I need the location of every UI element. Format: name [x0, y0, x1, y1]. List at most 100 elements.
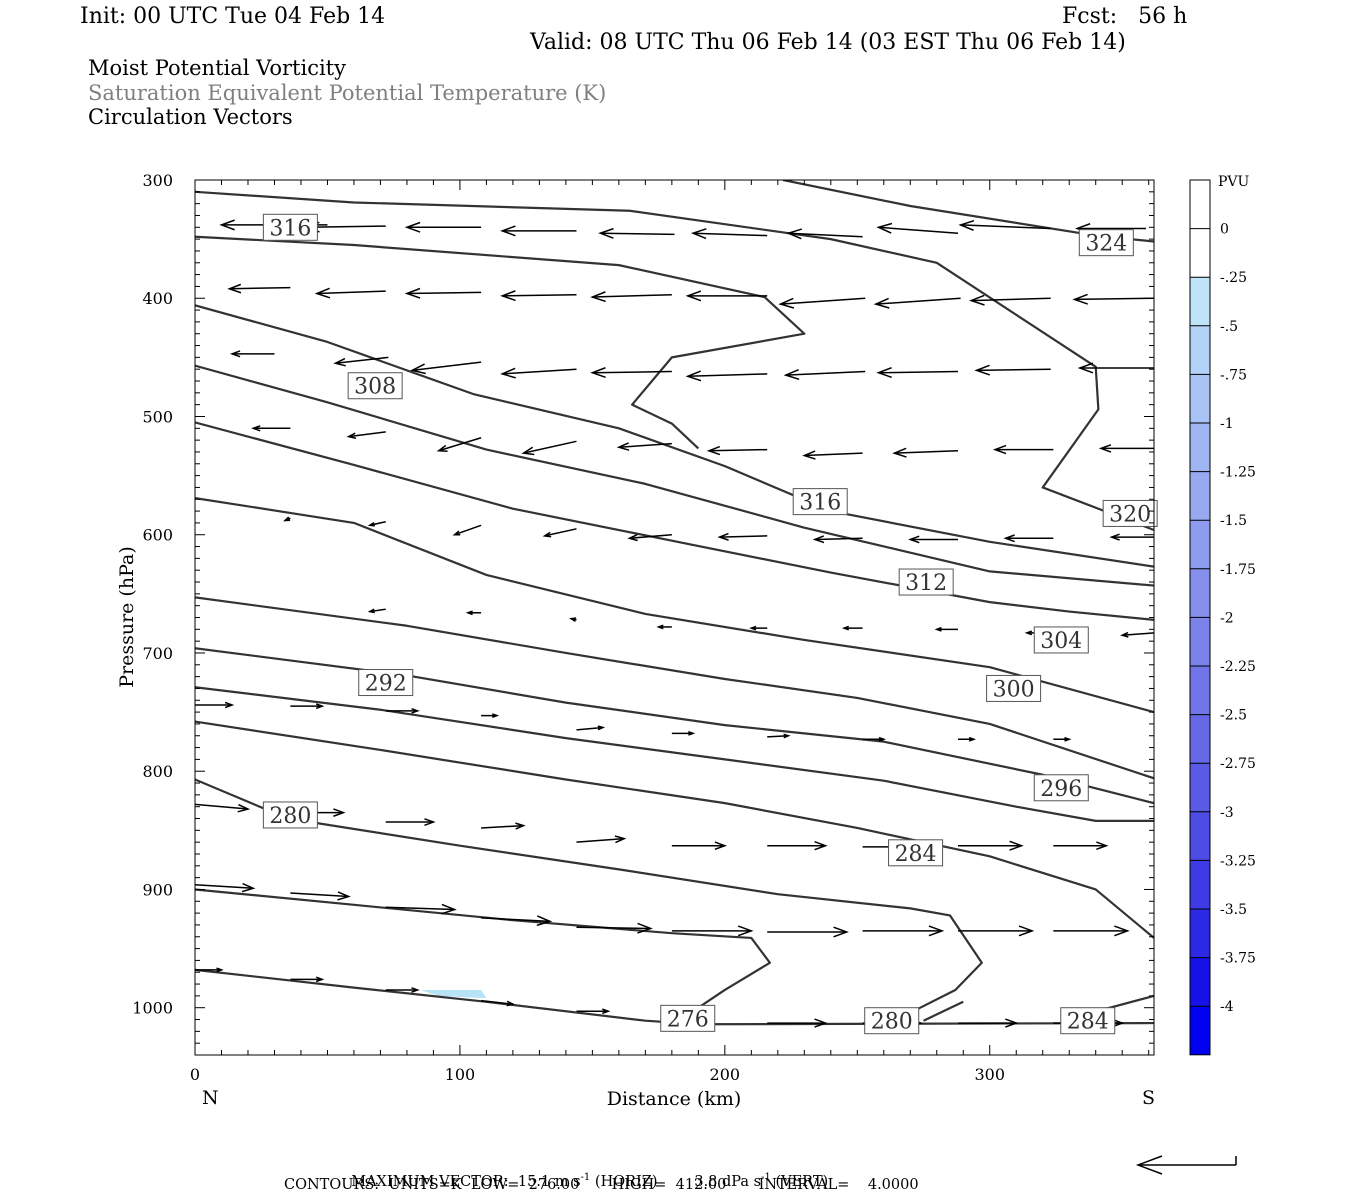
- colorbar-swatch-10: [1190, 666, 1210, 715]
- vector-75: [671, 841, 728, 851]
- vector-3: [404, 221, 482, 233]
- colorbar-swatch-9: [1190, 617, 1210, 666]
- colorbar-label-7: -1.75: [1220, 562, 1256, 578]
- vector-43: [452, 524, 482, 536]
- contour-label-324: 324: [1085, 232, 1127, 257]
- colorbar-label-2: -.5: [1220, 319, 1238, 335]
- vector-87: [862, 925, 945, 937]
- vector-layer: [195, 219, 1154, 1029]
- contour-label-box-15: [1078, 229, 1134, 257]
- colorbar-label-4: -1: [1220, 416, 1234, 432]
- x-axis-title: Distance (km): [607, 1088, 742, 1110]
- vector-89: [1053, 925, 1130, 937]
- contour-300-8: [195, 596, 1154, 780]
- vector-7: [786, 228, 863, 240]
- vector-27: [783, 369, 866, 381]
- vector-65: [671, 730, 696, 736]
- init-time: Init: 00 UTC Tue 04 Feb 14: [80, 4, 386, 29]
- contour-label-box-10: [347, 372, 403, 400]
- contour-label-280: 280: [269, 804, 311, 829]
- colorbar-label-8: -2: [1220, 610, 1234, 626]
- colorbar-label-16: -4: [1220, 999, 1234, 1015]
- colorbar-label-1: -.25: [1220, 270, 1247, 286]
- y-tick-label-700: 700: [142, 644, 173, 663]
- y-tick-label-1000: 1000: [132, 999, 173, 1018]
- colorbar-swatch-16: [1190, 957, 1210, 1007]
- vector-41: [283, 516, 291, 522]
- contour-label-284: 284: [1067, 1010, 1109, 1035]
- vector-73: [481, 822, 526, 830]
- y-tick-label-600: 600: [142, 526, 173, 545]
- colorbar-swatch-3: [1190, 325, 1210, 375]
- vector-25: [590, 367, 672, 379]
- vector-92: [385, 987, 420, 993]
- y-axis-title: Pressure (hPa): [116, 546, 138, 688]
- vector-21: [229, 350, 275, 358]
- field-title-thetae: Saturation Equivalent Potential Temperat…: [88, 81, 607, 105]
- contour-308-10: [195, 421, 1154, 621]
- contour-label-304: 304: [1040, 629, 1082, 654]
- vector-46: [717, 532, 768, 541]
- vector-53: [569, 617, 577, 623]
- vector-22: [333, 356, 389, 367]
- vector-56: [841, 625, 863, 631]
- vector-72: [385, 818, 436, 827]
- vector-94: [576, 1008, 611, 1015]
- colorbar-label-15: -3.75: [1220, 951, 1256, 967]
- contour-label-box-8: [986, 674, 1042, 702]
- vector-47: [812, 535, 863, 544]
- field-title-vectors: Circulation Vectors: [88, 105, 293, 129]
- vector-42: [367, 520, 386, 527]
- colorbar-swatch-2: [1190, 277, 1210, 326]
- y-tick-label-500: 500: [142, 407, 173, 426]
- vector-24: [500, 367, 577, 379]
- contour-316-13: [195, 235, 806, 450]
- contour-label-296: 296: [1040, 777, 1082, 802]
- vector-33: [436, 437, 482, 452]
- vector-61: [290, 703, 325, 710]
- y-tick-label-400: 400: [142, 289, 173, 308]
- colorbar-label-10: -2.5: [1220, 708, 1247, 724]
- vector-88: [957, 925, 1035, 937]
- vector-14: [500, 290, 577, 302]
- contour-label-box-3: [888, 839, 944, 867]
- vector-86: [767, 926, 849, 938]
- vector-66: [767, 733, 791, 739]
- contour-label-276: 276: [667, 1007, 709, 1032]
- colorbar-swatch-5: [1190, 423, 1210, 472]
- vector-74: [576, 835, 627, 844]
- colorbar-unit-label: PVU: [1218, 174, 1250, 190]
- contour-label-316: 316: [799, 491, 841, 516]
- contour-316-12: [195, 304, 1154, 568]
- vector-11: [227, 283, 291, 294]
- vector-5: [598, 227, 675, 239]
- colorbar-label-13: -3.25: [1220, 853, 1256, 869]
- vector-79: [1053, 841, 1109, 851]
- vector-70: [195, 803, 251, 813]
- vector-28: [876, 367, 958, 379]
- vector-44: [542, 528, 577, 538]
- contour-label-312: 312: [905, 571, 947, 596]
- x-end-left-label: N: [202, 1087, 219, 1109]
- vector-57: [934, 626, 958, 632]
- vector-15: [590, 291, 672, 303]
- vector-23: [410, 361, 482, 375]
- x-tick-label-100: 100: [445, 1065, 476, 1084]
- contour-label-292: 292: [365, 672, 407, 697]
- field-title-pv: Moist Potential Vorticity: [88, 56, 346, 80]
- vector-2: [304, 221, 386, 233]
- colorbar-swatch-1: [1190, 228, 1210, 278]
- vert-exponent: -1: [761, 1171, 771, 1183]
- vector-19: [969, 294, 1051, 306]
- vector-81: [290, 891, 351, 901]
- vector-49: [1003, 534, 1054, 543]
- colorbar-swatch-14: [1190, 860, 1210, 909]
- vector-18: [873, 297, 961, 309]
- contour-label-box-2: [864, 1007, 920, 1035]
- colorbar-label-14: -3.5: [1220, 902, 1247, 918]
- vector-34: [521, 440, 577, 456]
- pv-shading-layer: [420, 989, 487, 999]
- vector-69: [1053, 736, 1072, 742]
- contour-280-2: [923, 1000, 964, 1022]
